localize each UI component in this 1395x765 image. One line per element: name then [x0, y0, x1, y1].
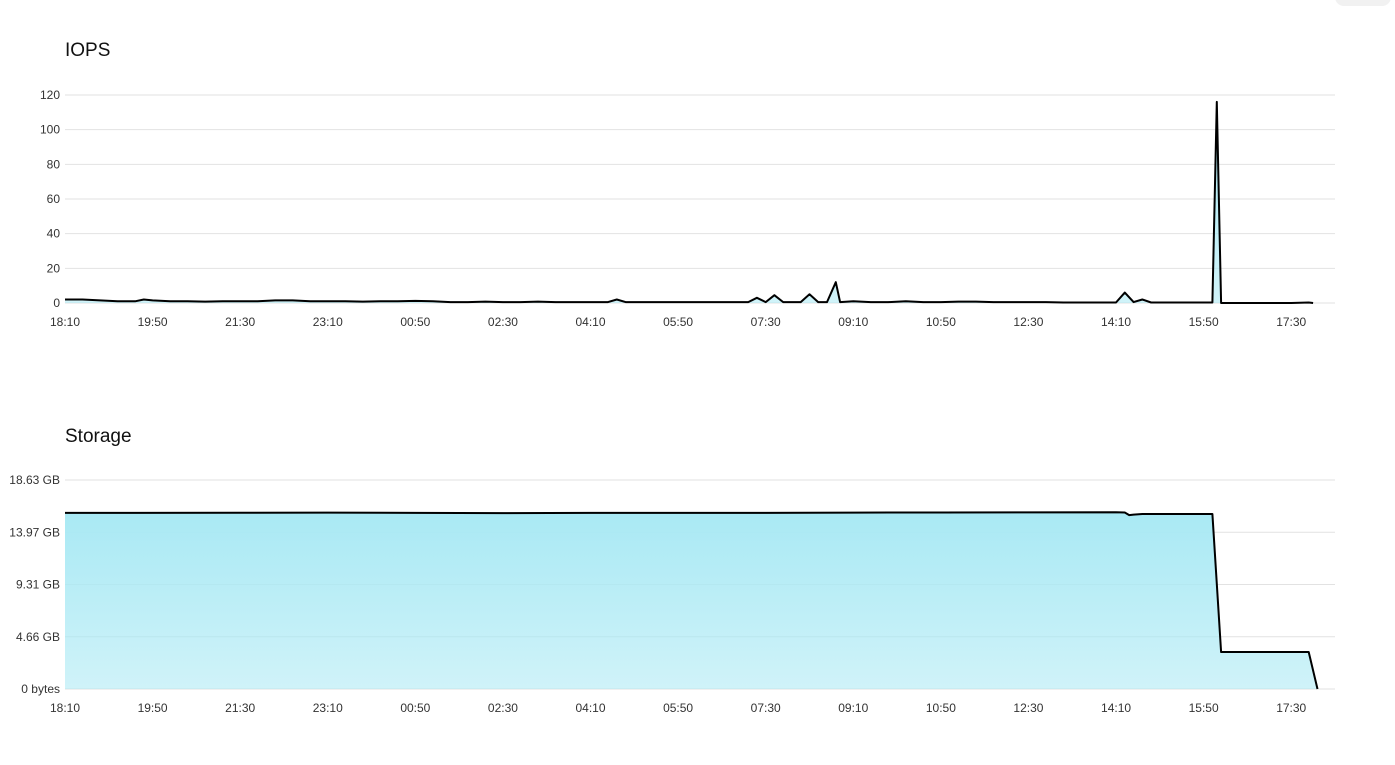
iops-x-tick-label: 00:50	[400, 315, 430, 329]
storage-y-tick-label: 18.63 GB	[9, 473, 60, 487]
iops-y-tick-label: 40	[47, 227, 61, 241]
iops-x-tick-label: 15:50	[1189, 315, 1219, 329]
storage-y-tick-label: 9.31 GB	[16, 578, 60, 592]
storage-x-tick-label: 09:10	[838, 701, 868, 715]
storage-y-tick-label: 13.97 GB	[9, 525, 60, 539]
iops-x-tick-label: 02:30	[488, 315, 518, 329]
storage-x-tick-label: 23:10	[313, 701, 343, 715]
iops-y-tick-label: 20	[47, 261, 61, 275]
iops-series-area	[65, 102, 1313, 303]
storage-x-tick-label: 21:30	[225, 701, 255, 715]
iops-y-tick-label: 0	[53, 296, 60, 310]
iops-x-tick-label: 09:10	[838, 315, 868, 329]
iops-x-tick-label: 23:10	[313, 315, 343, 329]
storage-x-tick-label: 10:50	[926, 701, 956, 715]
storage-x-tick-label: 05:50	[663, 701, 693, 715]
storage-x-tick-label: 00:50	[400, 701, 430, 715]
iops-x-tick-label: 17:30	[1276, 315, 1306, 329]
storage-x-tick-label: 07:30	[751, 701, 781, 715]
storage-series-area	[65, 512, 1318, 689]
storage-x-tick-label: 12:30	[1013, 701, 1043, 715]
iops-x-tick-label: 14:10	[1101, 315, 1131, 329]
iops-y-tick-label: 100	[40, 123, 60, 137]
storage-x-tick-label: 04:10	[576, 701, 606, 715]
iops-y-tick-label: 60	[47, 192, 61, 206]
storage-chart-panel: Storage 0 bytes 4.66 GB 9.31 GB 13.97 GB 18.…	[0, 380, 1395, 760]
iops-chart: 0 20 40 60 80 100 120 18:10 19:50 21:30 23:10 00:50…	[0, 0, 1395, 360]
storage-y-tick-label: 4.66 GB	[16, 630, 60, 644]
iops-x-tick-label: 07:30	[751, 315, 781, 329]
storage-x-tick-label: 02:30	[488, 701, 518, 715]
iops-y-tick-label: 120	[40, 88, 60, 102]
iops-y-tick-label: 80	[47, 157, 61, 171]
iops-x-tick-label: 21:30	[225, 315, 255, 329]
iops-series-line	[65, 102, 1313, 303]
iops-x-tick-label: 12:30	[1013, 315, 1043, 329]
storage-x-tick-label: 18:10	[50, 701, 80, 715]
storage-x-tick-label: 15:50	[1189, 701, 1219, 715]
iops-x-tick-label: 05:50	[663, 315, 693, 329]
iops-x-tick-label: 04:10	[576, 315, 606, 329]
storage-x-tick-label: 17:30	[1276, 701, 1306, 715]
storage-x-tick-label: 14:10	[1101, 701, 1131, 715]
storage-chart: 0 bytes 4.66 GB 9.31 GB 13.97 GB 18.63 GB 18:…	[0, 380, 1395, 760]
iops-x-tick-label: 10:50	[926, 315, 956, 329]
iops-x-tick-label: 19:50	[138, 315, 168, 329]
iops-chart-panel: IOPS 0 20 40 60 80 100 120 18:10 19:50 21:30 23:10…	[0, 0, 1395, 360]
storage-y-tick-label: 0 bytes	[21, 682, 60, 696]
storage-x-tick-label: 19:50	[138, 701, 168, 715]
iops-x-tick-label: 18:10	[50, 315, 80, 329]
